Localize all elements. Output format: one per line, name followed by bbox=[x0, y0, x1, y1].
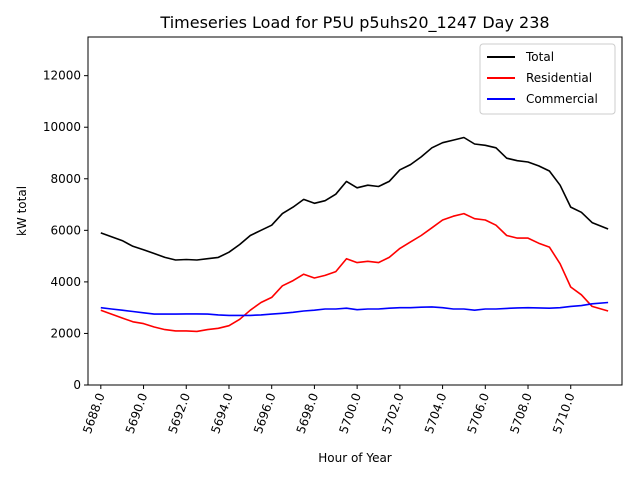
series-layer bbox=[100, 136, 609, 333]
x-axis-label: Hour of Year bbox=[318, 451, 392, 465]
plot-frame bbox=[87, 36, 623, 386]
x-tick-label: 5698.0 bbox=[294, 391, 322, 435]
x-axis: 5688.0 5690.0 5692.0 5694.0 5696.0 5698.0 5700… bbox=[80, 385, 578, 435]
series-line-residential bbox=[100, 212, 609, 333]
x-tick-label: 5706.0 bbox=[465, 391, 493, 435]
x-tick-label: 5704.0 bbox=[422, 391, 450, 435]
y-tick-label: 2000 bbox=[50, 326, 81, 340]
legend-label-total: Total bbox=[525, 50, 554, 64]
legend-frame bbox=[479, 43, 616, 115]
y-tick-label: 12000 bbox=[43, 69, 81, 83]
y-tick-label: 0 bbox=[73, 378, 81, 392]
x-tick-label: 5710.0 bbox=[550, 391, 578, 435]
y-tick-label: 6000 bbox=[50, 223, 81, 237]
y-axis: 0 2000 4000 6000 8000 10000 12000 bbox=[43, 69, 88, 392]
x-tick-label: 5694.0 bbox=[208, 391, 236, 435]
y-tick-label: 8000 bbox=[50, 172, 81, 186]
legend: Total Residential Commercial bbox=[479, 43, 616, 115]
series-line-total bbox=[100, 136, 609, 261]
x-tick-label: 5708.0 bbox=[507, 391, 535, 435]
x-tick-label: 5690.0 bbox=[123, 391, 151, 435]
x-tick-label: 5700.0 bbox=[336, 391, 364, 435]
x-tick-label: 5692.0 bbox=[166, 391, 194, 435]
x-tick-label: 5688.0 bbox=[80, 391, 108, 435]
y-tick-label: 10000 bbox=[43, 120, 81, 134]
chart-title: Timeseries Load for P5U p5uhs20_1247 Day… bbox=[159, 13, 549, 33]
legend-label-commercial: Commercial bbox=[526, 92, 598, 106]
plot-area bbox=[87, 36, 623, 386]
x-tick-label: 5696.0 bbox=[251, 391, 279, 435]
series-line-commercial bbox=[100, 301, 609, 317]
x-tick-label: 5702.0 bbox=[379, 391, 407, 435]
y-axis-label: kW total bbox=[15, 186, 29, 236]
y-tick-label: 4000 bbox=[50, 275, 81, 289]
legend-label-residential: Residential bbox=[526, 71, 592, 85]
